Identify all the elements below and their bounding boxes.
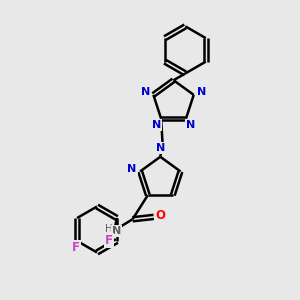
Text: N: N — [197, 87, 206, 98]
Text: F: F — [72, 241, 80, 254]
Text: N: N — [112, 226, 121, 236]
Text: F: F — [105, 234, 112, 247]
Text: O: O — [155, 209, 165, 222]
Text: N: N — [156, 143, 165, 153]
Text: N: N — [186, 120, 195, 130]
Text: N: N — [128, 164, 137, 174]
Text: H: H — [105, 224, 113, 234]
Text: N: N — [152, 120, 161, 130]
Text: N: N — [141, 87, 150, 98]
